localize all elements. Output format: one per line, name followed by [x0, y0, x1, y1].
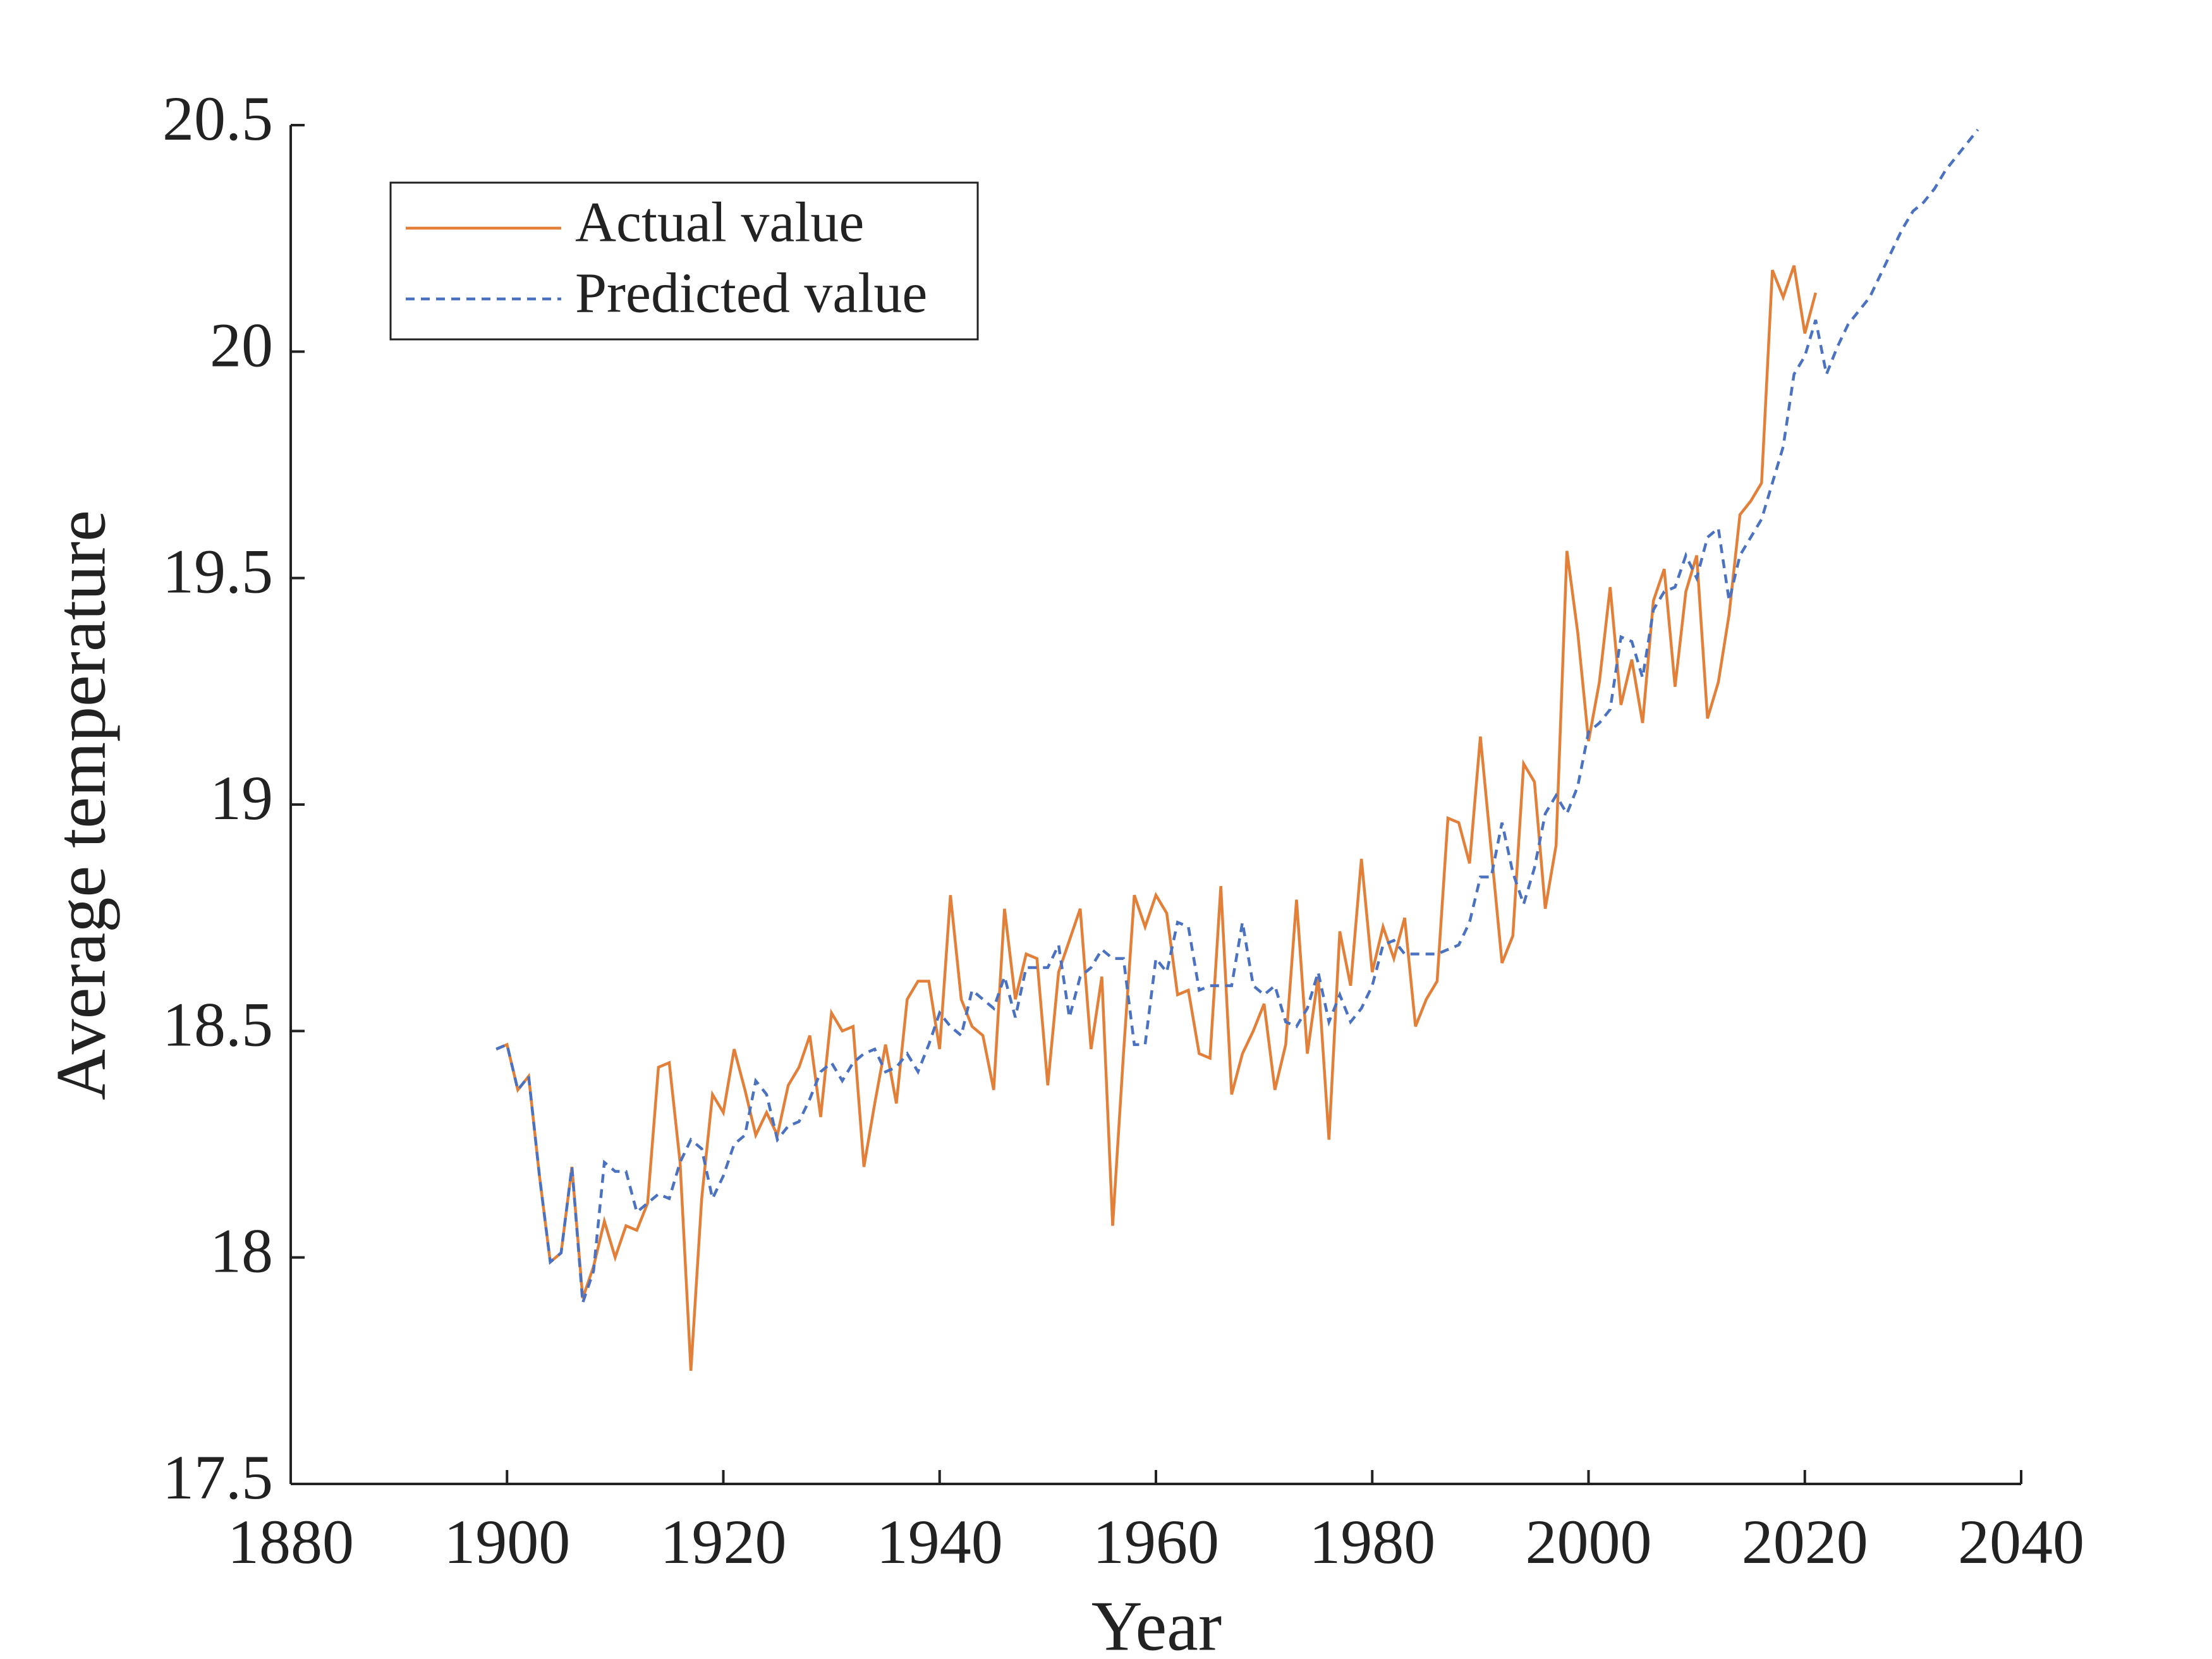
y-tick-label: 18.5	[162, 989, 273, 1059]
y-axis-label: Average temperature	[42, 510, 121, 1100]
x-tick-label: 2040	[1958, 1507, 2084, 1577]
legend-label: Actual value	[575, 191, 864, 254]
x-tick-label: 1980	[1309, 1507, 1435, 1577]
x-tick-label: 1940	[877, 1507, 1003, 1577]
x-tick-label: 1900	[444, 1507, 570, 1577]
y-tick-label: 18	[210, 1216, 273, 1286]
x-tick-label: 2020	[1742, 1507, 1868, 1577]
x-tick-label: 1880	[228, 1507, 354, 1577]
x-tick-label: 1920	[660, 1507, 787, 1577]
series-line	[495, 265, 1818, 1371]
x-tick-label: 2000	[1526, 1507, 1652, 1577]
y-tick-label: 19.5	[162, 537, 273, 607]
series-line	[495, 128, 1979, 1304]
y-tick-label: 20	[210, 310, 273, 380]
y-tick-label: 17.5	[162, 1442, 273, 1512]
x-tick-label: 1960	[1093, 1507, 1219, 1577]
y-tick-label: 19	[210, 763, 273, 833]
legend-label: Predicted value	[575, 262, 927, 325]
legend-box	[389, 181, 979, 341]
x-axis-label: Year	[1091, 1588, 1222, 1659]
y-tick-label: 20.5	[162, 83, 273, 154]
